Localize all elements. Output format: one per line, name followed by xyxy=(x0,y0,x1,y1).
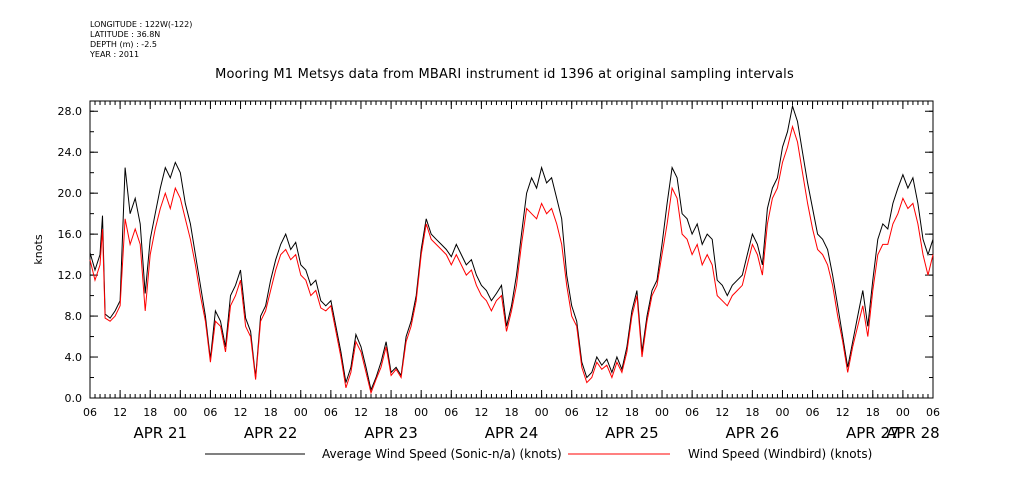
y-tick-label: 28.0 xyxy=(58,105,83,118)
x-tick-label: 00 xyxy=(896,406,910,419)
x-tick-label: 18 xyxy=(866,406,880,419)
x-tick-label: 06 xyxy=(926,406,940,419)
x-tick-label: 18 xyxy=(264,406,278,419)
x-tick-label: 06 xyxy=(83,406,97,419)
depth-text: DEPTH (m) : -2.5 xyxy=(90,40,157,49)
day-label: APR 27 xyxy=(846,424,900,442)
x-tick-label: 18 xyxy=(384,406,398,419)
day-label: APR 21 xyxy=(133,424,187,442)
x-tick-label: 06 xyxy=(203,406,217,419)
legend-label-average: Average Wind Speed (Sonic-n/a) (knots) xyxy=(322,447,562,461)
latitude-text: LATITUDE : 36.8N xyxy=(90,30,161,39)
metadata-block: LONGITUDE : 122W(-122) LATITUDE : 36.8N … xyxy=(90,20,192,60)
y-tick-label: 24.0 xyxy=(58,146,83,159)
series-line-average-wind-speed xyxy=(89,104,934,392)
x-tick-label: 12 xyxy=(474,406,488,419)
y-tick-label: 16.0 xyxy=(58,228,83,241)
x-tick-label: 06 xyxy=(685,406,699,419)
x-tick-label: 00 xyxy=(414,406,428,419)
x-tick-label: 12 xyxy=(113,406,127,419)
x-tick-label: 12 xyxy=(354,406,368,419)
x-tick-label: 18 xyxy=(745,406,759,419)
x-tick-label: 12 xyxy=(836,406,850,419)
legend-label-windbird: Wind Speed (Windbird) (knots) xyxy=(688,447,872,461)
day-label: APR 24 xyxy=(485,424,539,442)
y-axis-label: knots xyxy=(32,234,45,264)
x-tick-label: 00 xyxy=(655,406,669,419)
x-tick-label: 00 xyxy=(775,406,789,419)
series-line-windbird-wind-speed xyxy=(89,124,934,395)
x-tick-label: 00 xyxy=(535,406,549,419)
y-tick-label: 12.0 xyxy=(58,269,83,282)
x-tick-label: 06 xyxy=(565,406,579,419)
x-tick-label: 06 xyxy=(806,406,820,419)
x-tick-label: 18 xyxy=(143,406,157,419)
longitude-text: LONGITUDE : 122W(-122) xyxy=(90,20,193,29)
y-tick-label: 8.0 xyxy=(65,310,83,323)
x-tick-label: 12 xyxy=(715,406,729,419)
x-tick-label: 12 xyxy=(595,406,609,419)
day-label: APR 22 xyxy=(244,424,298,442)
day-label: APR 23 xyxy=(364,424,418,442)
day-label: APR 26 xyxy=(726,424,780,442)
y-tick-label: 20.0 xyxy=(58,187,83,200)
x-tick-label: 06 xyxy=(444,406,458,419)
chart-title: Mooring M1 Metsys data from MBARI instru… xyxy=(215,67,794,82)
day-label: APR 25 xyxy=(605,424,659,442)
x-tick-label: 12 xyxy=(234,406,248,419)
plot-frame xyxy=(89,100,934,399)
x-tick-label: 18 xyxy=(625,406,639,419)
x-tick-label: 18 xyxy=(505,406,519,419)
y-tick-label: 4.0 xyxy=(65,351,83,364)
x-tick-label: 00 xyxy=(294,406,308,419)
year-text: YEAR : 2011 xyxy=(90,50,140,59)
y-tick-label: 0.0 xyxy=(65,392,83,405)
day-label: APR 28 xyxy=(886,424,940,442)
x-tick-label: 06 xyxy=(324,406,338,419)
x-tick-label: 00 xyxy=(173,406,187,419)
